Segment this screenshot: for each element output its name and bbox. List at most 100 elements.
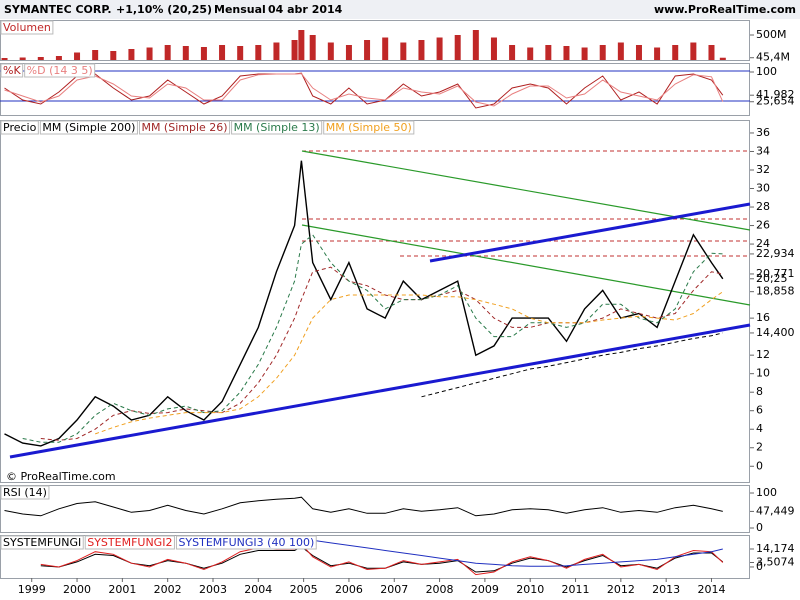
volume-bar — [617, 42, 624, 60]
volume-bar — [291, 40, 298, 60]
volume-bar — [545, 45, 552, 60]
volume-bar — [110, 51, 117, 60]
volume-bar — [599, 45, 606, 60]
x-tick-label: 2007 — [380, 583, 408, 596]
series-line — [95, 291, 724, 435]
volume-bar — [364, 40, 371, 60]
y-tick-label: 41,982 — [756, 88, 795, 101]
legend-box — [138, 120, 231, 135]
y-tick-label: 47,449 — [756, 504, 795, 517]
copyright: © ProRealTime.com — [6, 470, 116, 483]
volume-bar — [654, 47, 661, 60]
y-tick-label: 32 — [756, 163, 770, 176]
legend-entry: MM (Simple 50) — [326, 121, 412, 134]
volume-bar — [672, 45, 679, 60]
volume-bar — [273, 42, 280, 60]
volume-bar — [327, 42, 334, 60]
y-tick-label: 45,4M — [756, 51, 790, 64]
volume-bar — [418, 40, 425, 60]
legend-entry: MM (Simple 13) — [234, 121, 320, 134]
y-tick-label: 20,25 — [756, 272, 788, 285]
panel-frame — [0, 485, 750, 533]
volume-bar — [472, 30, 479, 60]
legend-box — [231, 120, 323, 135]
symbol: SYMANTEC CORP. — [4, 3, 112, 16]
plot — [40, 536, 724, 576]
y-tick-label: 25,654 — [756, 95, 795, 108]
y-tick-label: 100 — [756, 65, 777, 78]
y-tick-label: 18,858 — [756, 285, 795, 298]
volume-bar — [690, 42, 697, 60]
series-line — [22, 234, 723, 443]
x-tick-label: 2002 — [154, 583, 182, 596]
x-tick-label: 2012 — [607, 583, 635, 596]
volume-bar — [309, 35, 316, 60]
plot — [1, 30, 726, 60]
x-tick-label: 2011 — [562, 583, 590, 596]
volume-bar — [436, 37, 443, 60]
volume-bar — [581, 47, 588, 60]
series-line — [4, 160, 724, 447]
plot — [4, 72, 724, 109]
x-tick-label: 1999 — [18, 583, 46, 596]
y-tick-label: 24 — [756, 237, 770, 250]
volume-bar — [74, 52, 81, 60]
y-tick-label: 16 — [756, 311, 770, 324]
volume-bar — [255, 45, 262, 60]
y-tick-label: 10 — [756, 367, 770, 380]
y-tick-label: 20,771 — [756, 267, 795, 280]
y-tick-label: 0 — [756, 560, 763, 573]
volume-bar — [1, 58, 8, 60]
volume-bar — [219, 45, 226, 60]
y-tick-label: 8 — [756, 385, 763, 398]
volume-bar — [55, 56, 62, 60]
y-tick-label: 28 — [756, 200, 770, 213]
plot — [4, 496, 723, 517]
volume-bar — [19, 57, 26, 60]
volume-bar — [37, 57, 44, 60]
legend-box — [0, 535, 84, 550]
y-tick-label: 3,5074 — [756, 556, 795, 569]
drawings — [9, 150, 751, 459]
volume-bar — [200, 47, 207, 60]
legend-entry: Precio — [3, 121, 37, 134]
trend-line — [9, 323, 751, 459]
legend-box — [84, 535, 175, 550]
website: www.ProRealTime.com — [654, 3, 796, 16]
legend-entry: MM (Simple 26) — [141, 121, 227, 134]
y-tick-label: 500M — [756, 28, 787, 41]
volume-bar — [345, 45, 352, 60]
legend-entry: %D (14 3 5) — [27, 64, 93, 77]
volume-bar — [237, 46, 244, 60]
volume-bar — [719, 57, 726, 60]
plot — [4, 160, 724, 447]
legend-entry: Volumen — [3, 21, 51, 34]
legend-entry: RSI (14) — [3, 486, 47, 499]
volume-bar — [382, 37, 389, 60]
trend-line — [429, 202, 751, 263]
x-tick-label: 2003 — [199, 583, 227, 596]
series-line — [40, 543, 724, 576]
volume-bar — [635, 45, 642, 60]
y-tick-label: 30 — [756, 182, 770, 195]
x-tick-label: 2008 — [426, 583, 454, 596]
panel-frame — [0, 535, 750, 579]
legend-box — [323, 120, 415, 135]
x-tick-label: 2000 — [63, 583, 91, 596]
x-tick-label: 2010 — [516, 583, 544, 596]
volume-bar — [182, 46, 189, 60]
x-tick-label: 2014 — [697, 583, 725, 596]
panel-frames — [0, 20, 750, 579]
series-line — [421, 332, 723, 398]
volume-bar — [563, 46, 570, 60]
volume-bar — [400, 42, 407, 60]
volume-bar — [298, 30, 305, 60]
volume-bar — [490, 37, 497, 60]
y-tick-label: 0 — [756, 521, 763, 534]
y-tick-label: 100 — [756, 486, 777, 499]
legend-entry: MM (Simple 200) — [42, 121, 135, 134]
legend-entry: SYSTEMFUNGI3 (40 100) — [178, 536, 314, 549]
y-tick-label: 12 — [756, 348, 770, 361]
legend-box — [0, 20, 54, 35]
